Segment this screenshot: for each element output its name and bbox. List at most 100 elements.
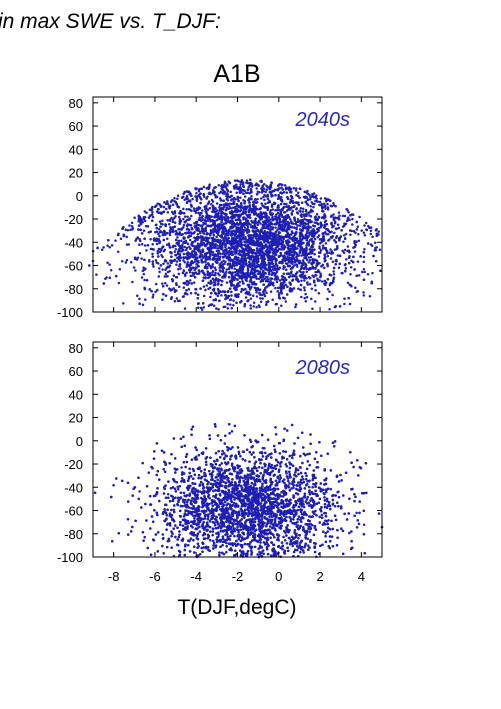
data-point	[263, 198, 266, 202]
data-point	[182, 207, 185, 211]
data-point	[322, 234, 325, 238]
data-point	[169, 297, 173, 301]
data-point	[207, 187, 210, 190]
data-point	[216, 244, 219, 247]
data-point	[166, 275, 169, 278]
data-point	[192, 281, 196, 284]
data-point	[309, 205, 312, 208]
data-point	[276, 245, 279, 249]
data-point	[173, 250, 177, 253]
data-point	[261, 231, 265, 235]
data-point	[209, 229, 213, 232]
data-point	[230, 212, 234, 216]
data-point	[108, 276, 112, 280]
data-point	[323, 279, 327, 283]
data-point	[207, 257, 211, 260]
data-point	[171, 230, 174, 233]
data-point	[328, 238, 331, 241]
data-point	[302, 213, 306, 216]
data-point	[174, 244, 177, 248]
data-point	[333, 239, 336, 242]
data-point	[244, 248, 248, 252]
data-point	[151, 252, 154, 256]
data-point	[129, 261, 133, 264]
data-point	[268, 190, 272, 194]
data-point	[195, 207, 199, 210]
data-point	[106, 244, 109, 248]
data-point	[238, 280, 242, 284]
data-point	[323, 214, 326, 218]
data-point	[255, 247, 259, 250]
data-point	[246, 269, 250, 272]
data-point	[331, 260, 335, 264]
data-point	[349, 265, 353, 269]
data-point	[211, 253, 214, 257]
data-point	[176, 194, 180, 197]
data-point	[274, 286, 277, 290]
data-point	[175, 242, 178, 245]
data-point	[204, 276, 207, 280]
data-point	[318, 279, 321, 282]
data-point	[243, 202, 246, 205]
data-point	[131, 280, 134, 284]
data-point	[271, 298, 274, 301]
data-point	[229, 251, 232, 255]
data-point	[204, 219, 207, 223]
data-point	[346, 281, 350, 284]
data-point	[374, 259, 378, 263]
data-point	[165, 231, 169, 235]
data-point	[234, 271, 237, 274]
data-point	[303, 279, 306, 282]
data-point	[338, 239, 341, 242]
data-point	[182, 259, 185, 262]
data-point	[244, 272, 247, 276]
data-point	[344, 269, 347, 273]
data-point	[268, 263, 271, 267]
data-point	[306, 230, 309, 233]
data-point	[189, 223, 193, 227]
data-point	[304, 208, 308, 212]
data-point	[277, 193, 280, 197]
data-point	[154, 223, 158, 227]
data-point	[318, 203, 321, 207]
data-point	[236, 195, 239, 199]
data-point	[156, 262, 160, 265]
data-point	[174, 229, 178, 233]
data-point	[308, 282, 312, 286]
data-point	[322, 266, 326, 270]
data-point	[201, 269, 204, 272]
data-point	[214, 271, 217, 275]
data-point	[268, 267, 271, 270]
data-point	[125, 235, 129, 239]
data-point	[239, 201, 243, 205]
data-point	[264, 213, 267, 216]
data-point	[235, 277, 239, 281]
data-point	[139, 228, 142, 232]
data-point	[271, 255, 274, 258]
data-point	[263, 221, 267, 224]
data-point	[289, 271, 293, 275]
data-point	[215, 209, 219, 212]
data-point	[185, 194, 189, 198]
data-point	[294, 189, 298, 192]
data-point	[259, 211, 262, 215]
data-point	[310, 237, 314, 240]
data-point	[174, 232, 178, 236]
data-point	[268, 200, 272, 204]
data-point	[208, 286, 212, 289]
data-point	[276, 211, 280, 215]
data-point	[261, 271, 265, 274]
data-point	[224, 260, 227, 264]
data-point	[217, 223, 220, 226]
data-point	[284, 300, 288, 303]
data-point	[320, 280, 324, 283]
data-point	[351, 217, 354, 221]
data-point	[187, 287, 191, 291]
data-point	[248, 236, 252, 239]
data-point	[142, 229, 146, 232]
data-point	[223, 290, 227, 294]
data-point	[293, 226, 296, 229]
data-point	[260, 191, 264, 194]
data-point	[220, 279, 224, 283]
